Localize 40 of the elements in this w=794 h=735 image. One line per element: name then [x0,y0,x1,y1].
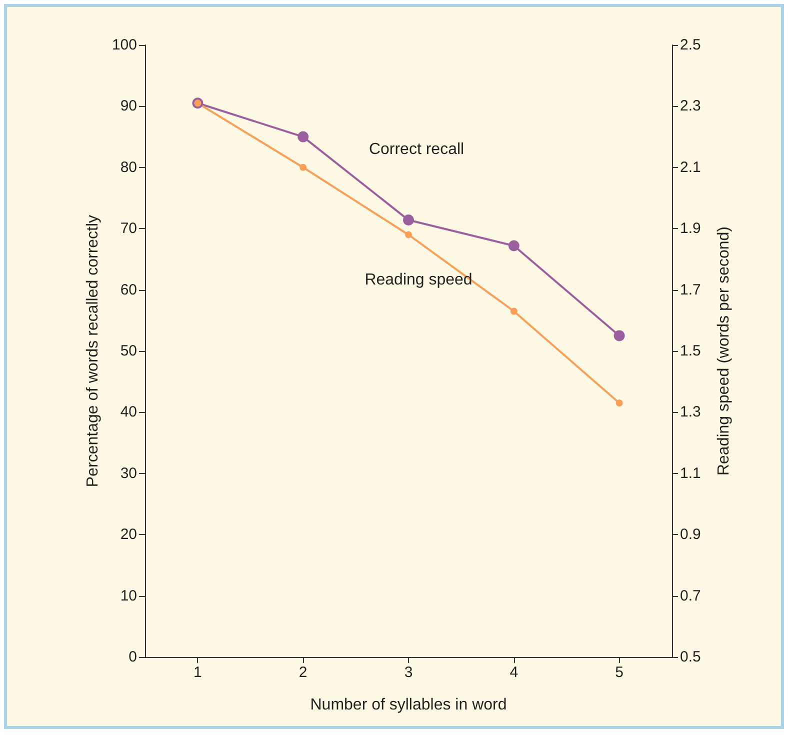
series-label: Reading speed [364,272,472,289]
x-axis-title: Number of syllables in word [310,696,507,714]
y2-tick-label: 0.9 [680,526,701,544]
series-label: Correct recall [368,141,464,158]
x-tick-label: 4 [510,664,518,681]
y2-tick-label: 0.5 [680,648,701,666]
y2-tick-label: 0.7 [680,587,701,604]
point [300,164,307,171]
y-tick-label: 100 [112,36,137,54]
y2-tick-label: 2.1 [680,158,701,176]
y2-tick-label: 1.1 [680,464,701,482]
y-tick-label: 30 [120,464,137,482]
y-tick-label: 60 [120,281,137,298]
y-tick-label: 90 [120,98,137,115]
y2-tick-label: 1.9 [680,220,701,238]
x-tick-label: 5 [615,664,624,681]
point [403,214,414,226]
point [405,231,412,238]
x-tick-label: 2 [298,664,308,681]
y-tick-label: 70 [120,220,137,238]
y-tick-label: 80 [120,158,137,176]
point [510,308,518,315]
point [508,240,520,252]
y-axis-title: Percentage of words recalled correctly [84,214,102,488]
y2-tick-label: 1.5 [680,342,701,360]
y-tick-label: 40 [120,404,137,421]
y2-tick-label: 2.5 [680,36,701,54]
x-tick-label: 3 [404,664,413,681]
y-tick-label: 20 [120,526,137,544]
y-tick-label: 10 [120,587,137,604]
x-tick-label: 1 [194,664,202,681]
point [614,330,625,342]
y-tick-label: 0 [128,648,137,666]
y2-axis-title: Reading speed (words per second) [716,226,732,476]
y2-tick-label: 1.3 [680,404,701,421]
point [298,131,309,142]
y2-tick-label: 1.7 [680,281,701,298]
y-tick-label: 50 [120,342,137,360]
point [616,400,623,407]
y2-tick-label: 2.3 [680,98,701,115]
